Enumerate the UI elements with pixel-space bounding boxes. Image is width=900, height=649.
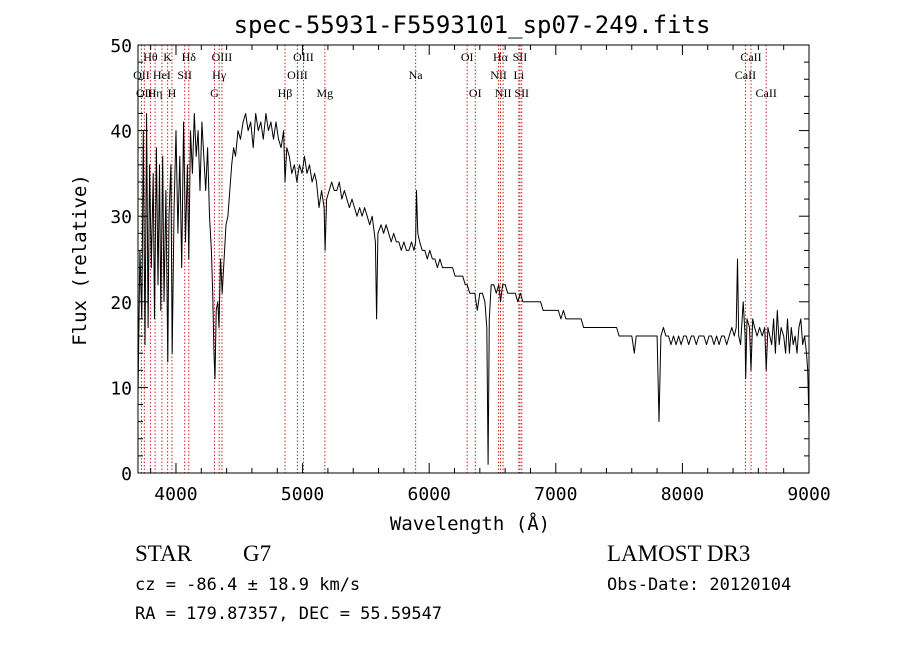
coordinates: RA = 179.87357, DEC = 55.59547 (135, 604, 442, 624)
line-label: Hδ (182, 50, 197, 64)
line-label: SII (514, 86, 529, 100)
obs-date: Obs-Date: 20120104 (607, 575, 791, 595)
line-label: Hθ (143, 50, 158, 64)
redshift-text: cz = -86.4 ± 18.9 km/s (135, 575, 360, 595)
plot-frame (137, 44, 810, 474)
line-label: OI (461, 50, 474, 64)
line-label: NII (490, 68, 507, 82)
y-tick-label: 50 (110, 36, 132, 57)
line-label: Hβ (278, 86, 293, 100)
x-tick-label: 5000 (281, 484, 324, 505)
line-label: Hα (493, 50, 509, 64)
y-tick-label: 20 (110, 293, 132, 314)
line-label: SII (177, 68, 192, 82)
x-tick-label: 6000 (408, 484, 451, 505)
y-tick-label: 0 (121, 464, 132, 485)
line-label: OIII (212, 50, 233, 64)
y-tick-label: 40 (110, 122, 132, 143)
line-label: Hγ (212, 68, 227, 82)
spectral-line-markers: OIIOIIHθHηHeIKHSIIHδGHγOIIIHβOIIIOIIIMgN… (133, 45, 777, 473)
spectrum-series (137, 113, 810, 465)
chart-title: spec-55931-F5593101_sp07-249.fits (234, 11, 711, 39)
line-label: Mg (317, 86, 334, 100)
y-tick-label: 10 (110, 378, 132, 399)
x-tick-label: 4000 (154, 484, 197, 505)
x-axis: 4000 5000 6000 7000 8000 9000 (150, 45, 831, 505)
line-label: NII (495, 86, 512, 100)
x-tick-label: 9000 (787, 484, 830, 505)
line-label: K (163, 50, 172, 64)
line-label: CaII (735, 68, 756, 82)
line-label: H (168, 86, 177, 100)
line-label: SII (513, 50, 528, 64)
line-label: CaII (740, 50, 761, 64)
spectrum-line (137, 113, 810, 465)
line-label: OI (469, 86, 482, 100)
object-subclass: G7 (243, 541, 271, 566)
line-label: Na (409, 68, 424, 82)
line-label: Li (513, 68, 524, 82)
line-label: G (210, 86, 219, 100)
survey-name: LAMOST DR3 (607, 541, 750, 566)
object-class: STAR (135, 541, 193, 566)
line-label: HeI (153, 68, 171, 82)
line-label: Hη (148, 86, 163, 100)
line-label: OIII (293, 50, 314, 64)
x-axis-label: Wavelength (Å) (390, 512, 550, 535)
line-label: CaII (756, 86, 777, 100)
line-label: OII (133, 68, 150, 82)
y-axis-label: Flux (relative) (69, 174, 91, 346)
line-label: OIII (287, 68, 308, 82)
y-axis: 0 10 20 30 40 50 (110, 36, 809, 485)
x-tick-label: 7000 (534, 484, 577, 505)
y-tick-label: 30 (110, 207, 132, 228)
x-tick-label: 8000 (661, 484, 704, 505)
